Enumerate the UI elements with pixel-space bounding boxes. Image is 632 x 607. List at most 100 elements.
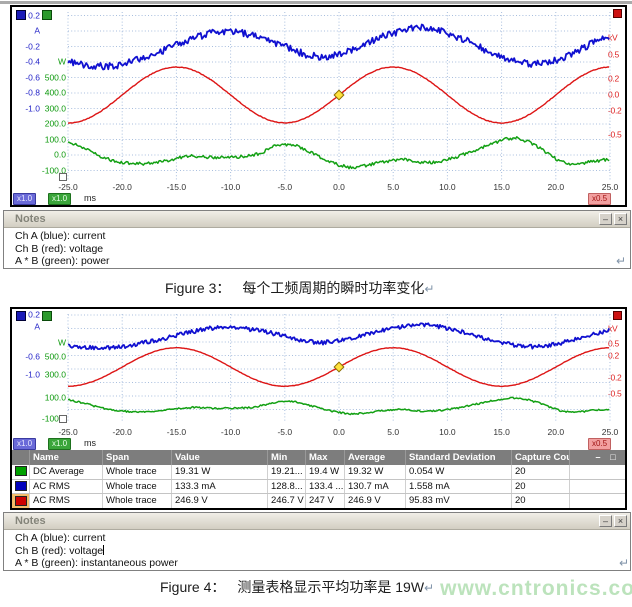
time-marker-diamond[interactable] [333,361,345,373]
y-axis-tick-red: 0.0 [608,89,619,100]
x-axis-tick: 5.0 [387,182,400,192]
notes2-line-1: Ch A (blue): current [15,532,106,544]
table-minimize-icon[interactable]: – [595,451,601,462]
table-cell: 20 [512,479,570,494]
green-scale-badge[interactable]: x1.0 [48,193,72,205]
y-axis-tick-blue: 0.2 [28,10,40,20]
column-header-span: Span [103,450,172,465]
y-axis-tick-red: -0.2 [608,372,622,383]
x-axis-tick: -25.0 [58,427,78,437]
notes-line: A * B (green): power [15,255,630,268]
notes2-titlebar[interactable]: Notes – × [4,513,630,530]
y-axis-tick-green: 300.0 [44,369,66,380]
y-axis-tick-green: 500.0 [44,351,66,362]
x-axis-tick: -20.0 [112,182,132,192]
table-cell: 246.9 V [172,494,268,508]
notes1-title: Notes [15,213,46,225]
y-axis-unit-green: W [57,56,66,67]
table-cell: Whole trace [103,479,172,494]
x-axis-tick: -5.0 [277,182,293,192]
notes1-titlebar[interactable]: Notes – × [4,211,630,228]
table-cell: 133.3 mA [172,479,268,494]
trace-current [67,23,610,71]
column-header-standard-deviation: Standard Deviation [406,450,512,465]
paragraph-return-mark: ↵ [619,556,630,570]
table-cell: 20 [512,465,570,479]
table-restore-icon[interactable]: □ [610,451,616,462]
notes-line: Ch B (red): voltage [15,544,630,558]
top-border-strip [0,1,632,4]
y-axis-tick-green: 0.0 [54,149,66,160]
swatch-cell [12,479,30,494]
table-cell: 19.4 W [306,465,345,479]
y-axis-unit-red: kV [608,32,618,43]
notes-line: Ch A (blue): current [15,532,630,545]
y-axis-unit-red: kV [608,323,618,334]
notes1-content[interactable]: Ch A (blue): current Ch B (red): voltage… [4,228,630,268]
notes2-line-3: A * B (green): instantaneous power [15,557,178,569]
table-cell: 19.21... [268,465,306,479]
channel-swatch-icon [15,466,27,477]
notes1-line-1: Ch A (blue): current [15,230,106,242]
notes2-content[interactable]: Ch A (blue): current Ch B (red): voltage… [4,530,630,570]
axis-drag-handle[interactable] [59,415,67,423]
table-cell: 0.054 W [406,465,512,479]
blue-scale-badge[interactable]: x1.0 [13,193,37,205]
minimize-icon[interactable]: – [599,213,612,225]
x-axis-tick: 10.0 [439,427,456,437]
x-axis-tick: 20.0 [547,182,565,192]
table-row[interactable]: DC Average Whole trace 19.31 W 19.21... 19.4… [12,465,625,480]
table-row[interactable]: AC RMS Whole trace 133.3 mA 128.8... 133.4 .… [12,479,625,495]
scope2-chart: 0.2 -0.6 -1.0 A 500.0 300.0 100.0 -100.0 W 0.5 0.2… [12,309,625,450]
y-axis-tick-green: 200.0 [44,118,66,129]
minimize-icon[interactable]: – [599,515,612,527]
figure4-caption: Figure 4： 测量表格显示平均功率是 19W↵ www.cntronics.c… [160,577,632,601]
x-axis-tick: -10.0 [220,427,241,437]
paragraph-return-mark: ↵ [616,254,627,268]
y-axis-tick-red: 0.2 [608,73,619,84]
measurements-table: Name Span Value Min Max Average Standard Devia… [12,450,625,508]
table-cell: AC RMS [30,494,103,508]
swatch-cell [12,494,30,508]
blue-scale-badge[interactable]: x1.0 [13,438,37,450]
x-axis-tick: -10.0 [220,182,241,192]
close-icon[interactable]: × [614,213,627,225]
table-cell: 246.9 V [345,494,406,508]
time-marker-diamond[interactable] [333,89,345,101]
table-cell: 247 V [306,494,345,508]
table-cell: 246.7 V [268,494,306,508]
x-axis-tick: -15.0 [166,427,187,437]
table-cell: AC RMS [30,479,103,494]
y-axis-unit-blue: A [34,25,40,36]
scope1-chart: 0.2 -0.2 -0.4 -0.6 -0.8 -1.0 A 500.0 400.0 300.0 2… [12,7,625,205]
y-axis-tick-blue: -0.6 [25,72,40,82]
y-axis-tick-green: 400.0 [44,87,66,98]
y-axis-tick-blue: -1.0 [25,103,40,113]
x-axis-tick: -15.0 [166,182,187,192]
table-cell: 20 [512,494,570,508]
close-icon[interactable]: × [614,515,627,527]
y-axis-tick-blue: -1.0 [25,369,40,380]
channel-power-indicator-icon [42,311,52,321]
notes-window-2: Notes – × Ch A (blue): current Ch B (red… [3,512,631,571]
table-cell: 133.4 ... [306,479,345,494]
table-cell: DC Average [30,465,103,479]
table-row[interactable]: AC RMS Whole trace 246.9 V 246.7 V 247 V 246.… [12,494,625,508]
watermark-text: www.cntronics.com [440,577,632,600]
green-scale-badge[interactable]: x1.0 [48,438,72,450]
x-axis-tick: 25.0 [601,182,619,192]
red-scale-badge[interactable]: x0.5 [588,193,612,205]
y-axis-unit-green: W [57,337,66,348]
column-header-min: Min [268,450,306,465]
x-axis-tick: 0.0 [333,427,345,437]
column-header-capture-count: Capture Count [512,450,570,465]
y-axis-tick-green: 500.0 [44,72,66,82]
red-scale-badge[interactable]: x0.5 [588,438,612,450]
channel-swatch-icon [15,481,27,492]
channel-a-indicator-icon [16,311,26,321]
table-header-filler: – □ [570,450,625,465]
table-cell: 95.83 mV [406,494,512,508]
axis-drag-handle[interactable] [59,173,67,181]
table-cell: Whole trace [103,494,172,508]
y-axis-tick-green: 300.0 [44,103,66,113]
